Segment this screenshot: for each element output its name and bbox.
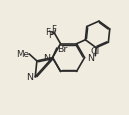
Text: Cl: Cl <box>91 47 100 56</box>
Text: N: N <box>87 53 94 62</box>
Text: Br: Br <box>57 44 68 53</box>
Text: F: F <box>51 24 56 33</box>
Text: N: N <box>26 72 34 81</box>
Text: F: F <box>48 31 53 40</box>
Text: Me: Me <box>16 50 29 59</box>
Text: N: N <box>43 53 50 62</box>
Text: F: F <box>46 28 51 37</box>
